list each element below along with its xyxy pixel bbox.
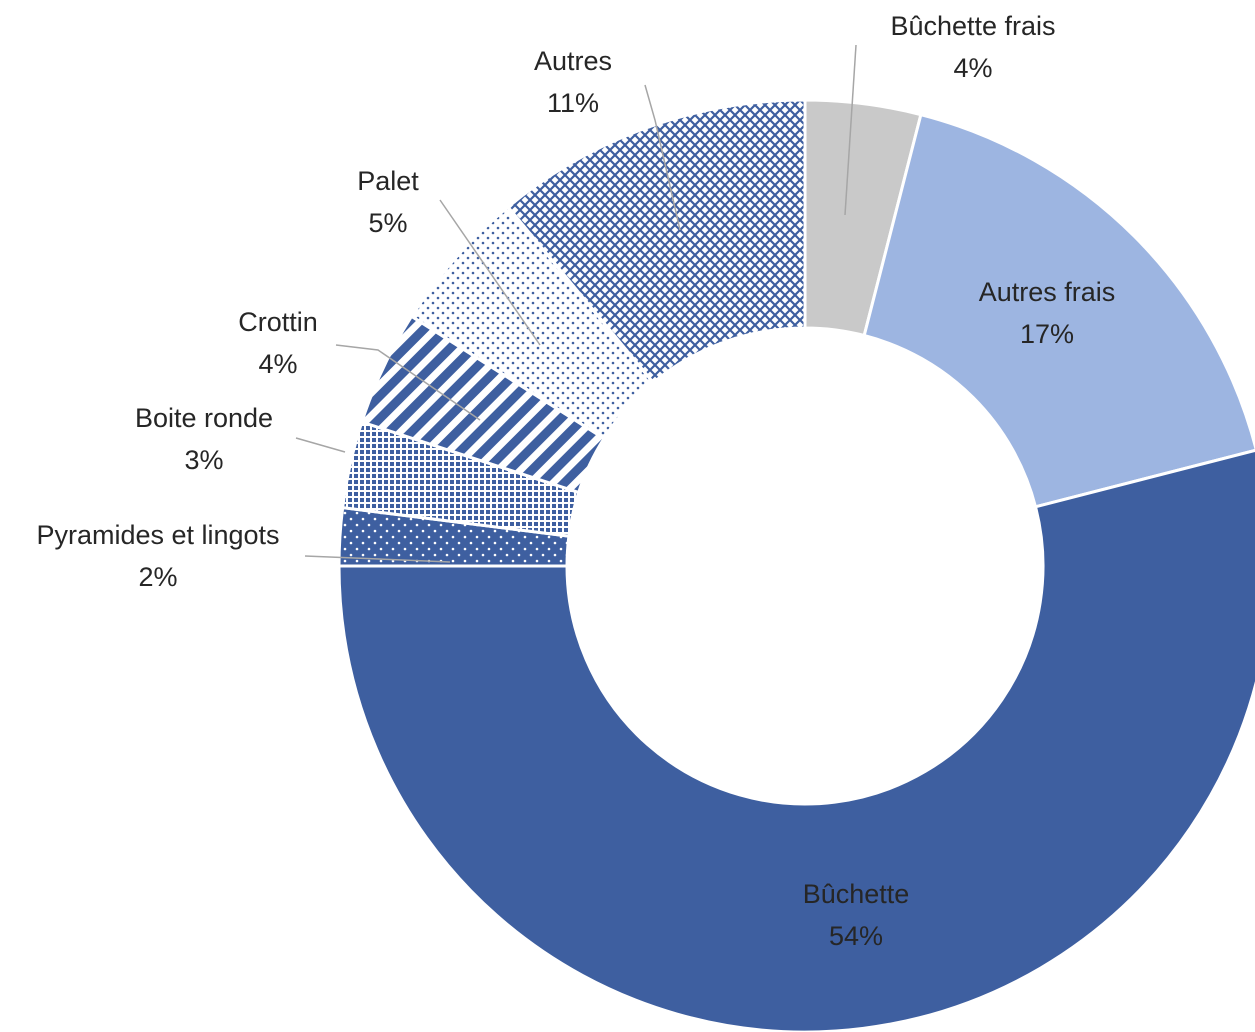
- leader-line: [644, 84, 681, 231]
- slice-label: Bûchette: [803, 879, 910, 909]
- slice: [862, 112, 1255, 509]
- value-label: 11%: [547, 88, 599, 118]
- value-label: 3%: [184, 445, 223, 475]
- value-label: 4%: [953, 53, 992, 83]
- slice-label: Crottin: [238, 307, 318, 337]
- slices: [337, 98, 1255, 1032]
- slice: [505, 98, 807, 385]
- slice: [337, 448, 1255, 1032]
- leaders: [295, 44, 857, 563]
- leader-line: [304, 555, 451, 563]
- slice-label: Palet: [357, 166, 419, 196]
- value-label: 2%: [138, 562, 177, 592]
- slice-label: Autres frais: [979, 277, 1116, 307]
- slice-label: Boite ronde: [135, 403, 273, 433]
- labels: Bûchette frais 4% Autres frais 17% Bûchette 5…: [36, 11, 1115, 951]
- slice-label: Autres: [534, 46, 612, 76]
- value-label: 5%: [368, 208, 407, 238]
- leader-line: [335, 344, 481, 421]
- value-label: 4%: [258, 349, 297, 379]
- slice-label: Pyramides et lingots: [36, 520, 279, 550]
- slice-label: Bûchette frais: [890, 11, 1055, 41]
- leader-line: [844, 44, 857, 216]
- value-label: 54%: [829, 921, 883, 951]
- leader-line: [295, 437, 346, 453]
- value-label: 17%: [1020, 319, 1074, 349]
- leader-line: [439, 199, 541, 346]
